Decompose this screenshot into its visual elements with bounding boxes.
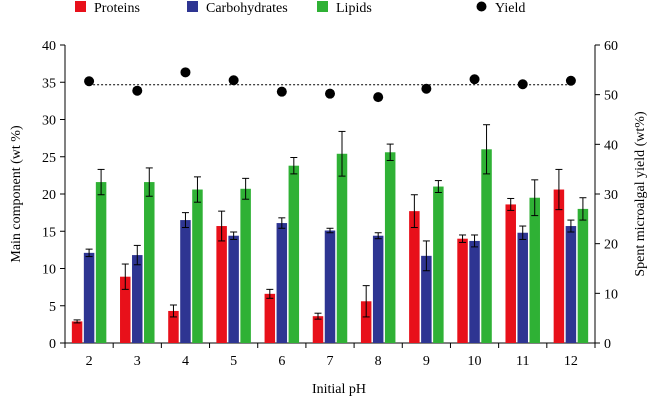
legend-label-proteins: Proteins	[94, 1, 140, 16]
x-tick-label: 11	[516, 354, 529, 369]
legend: Proteins Carbohydrates Lipids Yield	[75, 1, 525, 16]
bar-carbohydrates	[324, 230, 336, 343]
bar-lipids	[529, 197, 540, 343]
y-tick-label: 25	[42, 151, 56, 166]
bar-carbohydrates	[83, 252, 95, 343]
y2-tick-label: 40	[604, 138, 618, 153]
bar-lipids	[240, 188, 251, 343]
bar-lipids	[336, 153, 348, 343]
yield-point	[469, 74, 480, 85]
y-tick-label: 5	[49, 300, 56, 315]
bar-lipids	[577, 208, 589, 343]
bar-carbohydrates	[372, 235, 384, 343]
yield-point	[565, 75, 576, 86]
yield-point	[373, 92, 384, 103]
x-tick-label: 5	[230, 354, 237, 369]
bar-lipids	[384, 152, 396, 343]
y-tick-label: 20	[42, 188, 56, 203]
x-tick-label: 9	[423, 354, 430, 369]
legend-swatch-proteins	[75, 1, 86, 12]
y2-tick-label: 20	[604, 238, 618, 253]
error-bars-group	[73, 124, 587, 324]
bar-proteins	[457, 238, 468, 343]
x-tick-label: 2	[86, 354, 93, 369]
bar-proteins	[264, 293, 276, 343]
bar-proteins	[216, 226, 227, 343]
y2-tick-label: 30	[604, 188, 618, 203]
x-tick-label: 6	[278, 354, 285, 369]
axes: 0 5 10 15 20 25 30 35 40 0 10 20 30 40 50 60 2 3 4 5 6 7 8 9 10 1…	[42, 39, 618, 369]
bar-proteins	[168, 310, 179, 343]
bar-lipids	[288, 165, 300, 343]
yield-point	[228, 75, 239, 86]
bars-group	[71, 149, 589, 343]
axis-labels: Initial pH Main component (wt %) Spent m…	[9, 111, 648, 397]
bar-proteins	[505, 204, 516, 343]
bar-proteins	[120, 276, 131, 343]
yield-points-group	[84, 67, 576, 103]
bar-lipids	[192, 189, 203, 343]
yield-point	[276, 86, 287, 97]
legend-swatch-yield	[476, 1, 487, 12]
x-axis-label: Initial pH	[312, 382, 366, 397]
legend-swatch-lipids	[317, 1, 328, 12]
bar-proteins	[360, 301, 372, 343]
yield-point	[84, 76, 95, 87]
x-tick-label: 12	[564, 354, 578, 369]
bar-carbohydrates	[421, 255, 432, 343]
yield-point	[132, 85, 143, 96]
yield-point	[325, 88, 335, 99]
bar-proteins	[312, 316, 324, 343]
x-tick-label: 10	[468, 354, 482, 369]
yield-point	[180, 67, 191, 78]
yield-point	[517, 79, 528, 90]
x-tick-label: 7	[327, 354, 334, 369]
legend-swatch-carbohydrates	[187, 1, 198, 12]
bar-proteins	[409, 211, 420, 343]
bar-lipids	[144, 182, 155, 343]
y-tick-label: 30	[42, 114, 56, 129]
bar-lipids	[433, 186, 444, 343]
legend-label-carbohydrates: Carbohydrates	[206, 1, 288, 16]
x-tick-label: 3	[134, 354, 141, 369]
bar-lipids	[481, 149, 492, 343]
y2-tick-label: 0	[604, 337, 611, 352]
yield-point	[421, 83, 432, 94]
bar-carbohydrates	[228, 235, 239, 343]
x-tick-label: 8	[375, 354, 382, 369]
y2-tick-label: 60	[604, 39, 618, 54]
bar-carbohydrates	[276, 223, 288, 343]
y2-tick-label: 10	[604, 287, 618, 302]
y-tick-label: 35	[42, 76, 56, 91]
y-tick-label: 15	[42, 225, 56, 240]
y2-tick-label: 50	[604, 89, 618, 104]
bar-proteins	[71, 321, 83, 343]
bar-carbohydrates	[132, 255, 143, 343]
legend-label-yield: Yield	[495, 1, 525, 16]
y2-axis-label: Spent microalgal yield (wt%)	[633, 111, 648, 277]
y-axis-label: Main component (wt %)	[9, 125, 24, 263]
x-tick-label: 4	[182, 354, 189, 369]
bar-carbohydrates	[180, 220, 191, 343]
y-tick-label: 0	[49, 337, 56, 352]
legend-label-lipids: Lipids	[336, 1, 372, 16]
y-tick-label: 40	[42, 39, 56, 54]
bar-lipids	[95, 182, 107, 343]
y-tick-label: 10	[42, 263, 56, 278]
bar-carbohydrates	[565, 226, 577, 343]
bar-proteins	[553, 189, 565, 343]
bar-carbohydrates	[469, 240, 480, 343]
bar-carbohydrates	[517, 232, 528, 343]
